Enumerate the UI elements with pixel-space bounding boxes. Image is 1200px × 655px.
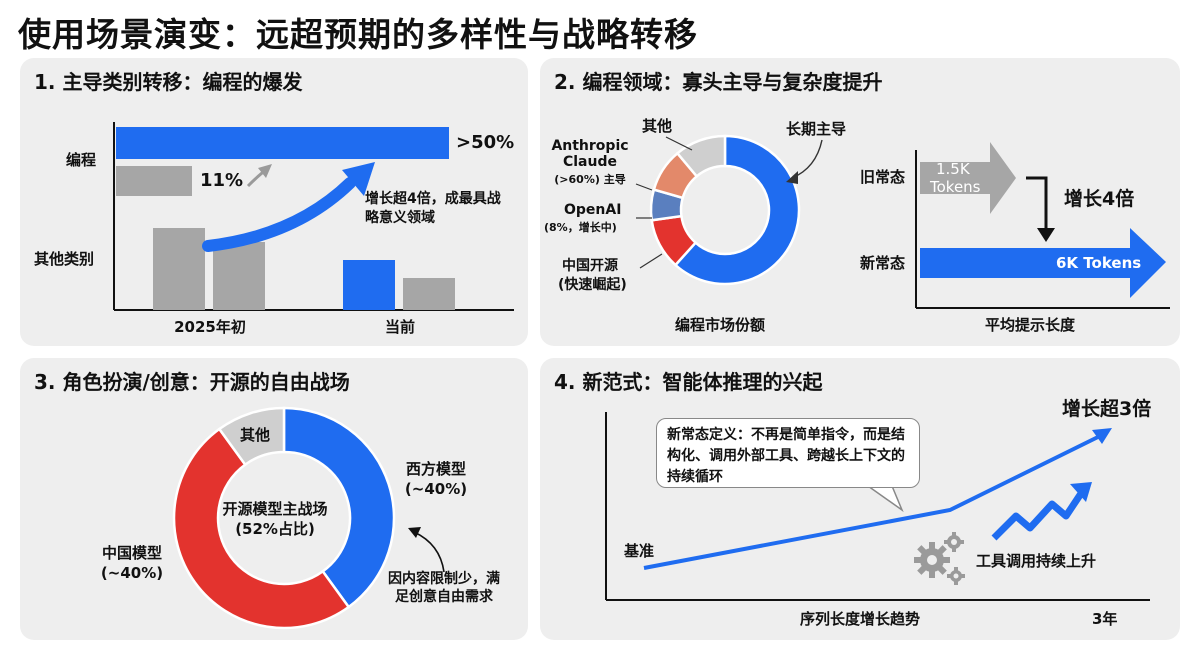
sequence-length-line: [643, 434, 1101, 570]
leader-anthropic: [635, 183, 653, 191]
old-tokens-value: 1.5K: [936, 160, 970, 178]
seg-note-china: (快速崛起): [558, 277, 627, 293]
early-bar-b: [213, 242, 265, 310]
growth-arrow: [202, 177, 356, 252]
growth-annotation: 增长超4倍，成最具战略意义领域: [365, 191, 501, 226]
seg-label-chinese: 中国模型: [101, 544, 162, 562]
new-tokens-arrow: [920, 228, 1166, 298]
panel-coding-shift: 1. 主导类别转移：编程的爆发 >50% 11% 编程 其他类别 增长超4倍，成…: [20, 58, 528, 346]
coding-now-value: >50%: [456, 132, 515, 153]
seg-label-other: 其他: [642, 117, 673, 135]
now-bar-coding: [343, 260, 395, 310]
tool-call-arrow: [991, 490, 1085, 541]
leader-long-term: [791, 139, 823, 179]
seg-label-openai: OpenAI: [564, 202, 622, 218]
segment-other-models: [217, 406, 286, 467]
page-title: 使用场景演变：远超预期的多样性与战略转移: [18, 15, 698, 54]
old-normal-label: 旧常态: [860, 168, 906, 186]
x-label-now: 当前: [384, 318, 415, 336]
new-normal-callout: 新常态定义：不再是简单指令，而是结构化、调用外部工具、跨越长上下文的持续循环: [656, 418, 920, 488]
seg-label-western: 西方模型: [405, 460, 466, 478]
seg-label-anthropic: Anthropic Claude: [551, 138, 629, 171]
panel1-title: 1. 主导类别转移：编程的爆发: [34, 70, 303, 94]
seg-share-western: (~40%): [404, 480, 468, 498]
seg-note-anthropic: (>60%) 主导: [554, 173, 626, 186]
growth-4x-label: 增长4倍: [1064, 188, 1135, 210]
panel3-graphics: [172, 406, 445, 630]
leader-long-term-head: [786, 171, 798, 184]
sequence-length-arrowhead: [1092, 428, 1112, 444]
roleplay-share-donut: [172, 406, 396, 630]
note-arrowhead: [408, 527, 421, 538]
new-normal-label: 新常态: [860, 254, 906, 272]
panel4-graphics: [605, 412, 1150, 601]
leader-china: [639, 253, 663, 269]
tool-call-label: 工具调用持续上升: [976, 552, 1097, 570]
seg-note-openai: (8%，增长中): [544, 221, 617, 234]
segment-other: [675, 134, 727, 179]
panel-roleplay: 3. 角色扮演/创意：开源的自由战场 开源模型主战场 (52%占比) 其他 西方…: [20, 358, 528, 640]
leader-other: [665, 136, 693, 151]
panel-agentic: 4. 新范式：智能体推理的兴起 新常态定义：不再是简单: [540, 358, 1180, 640]
callout-tail: [865, 485, 904, 513]
segment-western-models: [282, 406, 396, 609]
tool-call-arrowhead: [1070, 482, 1092, 502]
panel-coding-market: 2. 编程领域：寡头主导与复杂度提升 其他 Anthropic Claude (…: [540, 58, 1180, 346]
row-label-coding: 编程: [66, 151, 97, 169]
long-term-label: 长期主导: [786, 120, 847, 138]
donut-caption: 编程市场份额: [674, 316, 765, 334]
x-axis-end: 3年: [1092, 610, 1118, 628]
seg-label-china: 中国开源: [562, 258, 618, 274]
coding-early-value: 11%: [200, 170, 244, 191]
gear-icon: [914, 532, 965, 585]
row-label-other: 其他类别: [34, 250, 95, 268]
small-gray-arrowhead: [258, 164, 272, 178]
old-tokens-unit: Tokens: [930, 178, 981, 196]
growth-down-arrowhead: [1037, 228, 1055, 242]
note-arrow: [413, 531, 445, 573]
early-bar-a: [153, 228, 205, 310]
panel3-title: 3. 角色扮演/创意：开源的自由战场: [34, 370, 350, 394]
panel1-chart: [113, 122, 514, 311]
coding-now-bar: [116, 127, 449, 159]
baseline-label: 基准: [624, 542, 655, 560]
roleplay-note: 因内容限制少，满足创意自由需求: [388, 571, 500, 606]
prompt-length-caption: 平均提示长度: [984, 316, 1075, 334]
now-bar-other: [403, 278, 455, 310]
segment-chinese-models: [172, 427, 351, 630]
panel2-title: 2. 编程领域：寡头主导与复杂度提升: [554, 70, 883, 94]
panel2-graphics: [635, 134, 1170, 309]
growth-down-arrow: [1026, 176, 1048, 230]
growth-3x-label: 增长超3倍: [1062, 398, 1152, 420]
x-label-early: 2025年初: [174, 318, 246, 336]
coding-early-bar: [116, 166, 192, 196]
donut-center-line2: (52%占比): [235, 520, 315, 538]
growth-arrowhead: [342, 162, 375, 196]
donut-center-line1: 开源模型主战场: [222, 500, 328, 518]
panel4-title: 4. 新范式：智能体推理的兴起: [554, 370, 823, 394]
old-tokens-arrow: [920, 142, 1016, 214]
seg-label-other3: 其他: [240, 426, 271, 444]
seg-share-chinese: (~40%): [100, 564, 164, 582]
coding-share-donut: [649, 134, 801, 286]
new-tokens-label: 6K Tokens: [1056, 254, 1142, 272]
x-axis-caption: 序列长度增长趋势: [799, 610, 920, 628]
